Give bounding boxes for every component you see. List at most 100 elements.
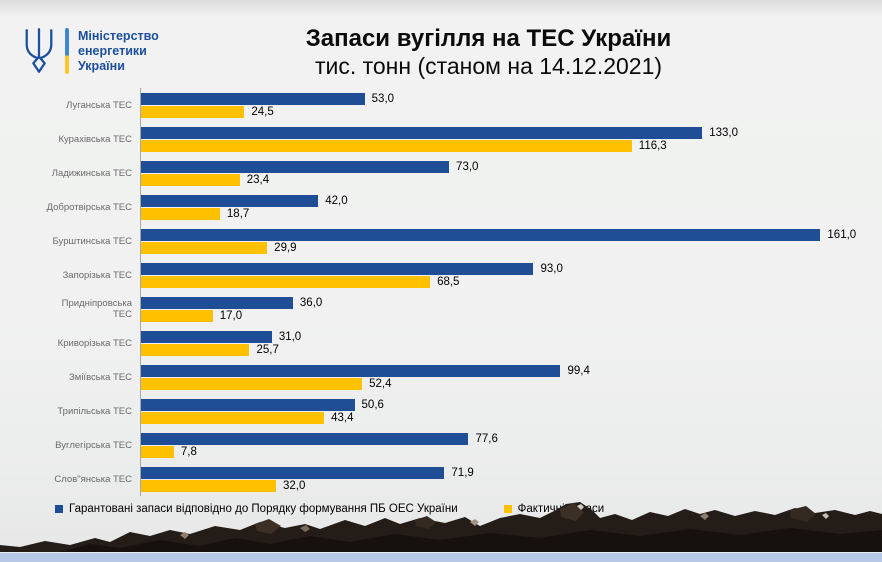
value-label: 71,9: [451, 466, 474, 479]
value-label: 161,0: [827, 228, 857, 241]
chart-title: Запаси вугілля на ТЕС України: [305, 25, 672, 52]
value-label: 7,8: [180, 445, 197, 458]
value-label: 77,6: [475, 432, 498, 445]
bar-line: 73,0: [141, 160, 882, 173]
bar-line: 23,4: [141, 173, 882, 186]
bar-line: 71,9: [141, 466, 882, 479]
legend-label: Гарантовані запаси відповідно до Порядку…: [69, 503, 458, 515]
bar-pair: 71,9 32,0: [140, 466, 882, 492]
chart-row: Бурштинська ТЕС 161,0 29,9: [0, 224, 882, 258]
chart-row: Вуглегірська ТЕС 77,6 7,8: [0, 428, 882, 462]
chart-row: Добротвірська ТЕС 42,0 18,7: [0, 190, 882, 224]
value-label: 43,4: [331, 411, 354, 424]
logo-divider: [65, 28, 69, 74]
trident-icon: [25, 28, 53, 73]
actual-bar: [141, 411, 325, 424]
chart-row: Придніпровська ТЕС 36,0 17,0: [0, 292, 882, 326]
value-label: 36,0: [299, 296, 323, 309]
category-label: Придніпровська ТЕС: [61, 298, 132, 320]
value-label: 68,5: [437, 275, 460, 288]
bar-pair: 53,0 24,5: [140, 92, 882, 118]
value-label: 18,7: [226, 207, 250, 220]
category-label: Трипільська ТЕС: [57, 405, 132, 417]
guaranteed-bar: [141, 194, 319, 207]
chart-row: Зміївська ТЕС 99,4 52,4: [0, 360, 882, 394]
value-label: 29,9: [274, 241, 297, 254]
guaranteed-bar: [141, 262, 534, 275]
guaranteed-bar: [141, 432, 469, 445]
actual-bar: [141, 445, 174, 458]
category-label: Луганська ТЕС: [66, 99, 132, 111]
bar-line: 116,3: [141, 139, 882, 152]
legend-swatch-yellow: [503, 505, 512, 513]
bar-chart: Луганська ТЕС 53,0 24,5 Курахівська ТЕС 133,…: [0, 88, 882, 496]
bar-line: 32,0: [141, 479, 882, 492]
guaranteed-bar: [141, 296, 293, 309]
bar-line: 18,7: [141, 207, 882, 220]
guaranteed-bar: [141, 466, 445, 479]
ministry-name-line: Міністерство: [78, 28, 159, 43]
category-label: Бурштинська ТЕС: [52, 235, 132, 247]
guaranteed-bar: [141, 126, 703, 139]
bar-line: 53,0: [141, 92, 882, 105]
chart-row: Криворізька ТЕС 31,0 25,7: [0, 326, 882, 360]
value-label: 42,0: [325, 194, 348, 207]
value-label: 25,7: [256, 343, 279, 356]
bar-line: 68,5: [141, 275, 882, 288]
ministry-name-line: енергетики: [78, 43, 147, 58]
bar-pair: 77,6 7,8: [140, 432, 882, 458]
chart-row: Слов"янська ТЕС 71,9 32,0: [0, 462, 882, 496]
actual-bar: [141, 173, 240, 186]
actual-bar: [141, 479, 277, 492]
bar-pair: 50,6 43,4: [140, 398, 882, 424]
bar-pair: 36,0 17,0: [140, 296, 882, 322]
value-label: 133,0: [709, 126, 739, 139]
guaranteed-bar: [141, 398, 355, 411]
bar-line: 7,8: [141, 445, 882, 458]
coal-photo: [0, 502, 882, 552]
value-label: 50,6: [361, 398, 384, 411]
chart-subtitle: тис. тонн (станом на 14.12.2021): [314, 53, 663, 79]
legend-item-guaranteed: Гарантовані запаси відповідно до Порядку…: [55, 503, 458, 515]
chart-row: Трипільська ТЕС 50,6 43,4: [0, 394, 882, 428]
guaranteed-bar: [141, 160, 450, 173]
bar-pair: 99,4 52,4: [140, 364, 882, 390]
actual-bar: [141, 309, 213, 322]
ministry-name-line: України: [78, 58, 125, 73]
bar-line: 43,4: [141, 411, 882, 424]
bar-line: 161,0: [141, 228, 882, 241]
value-label: 53,0: [371, 92, 395, 105]
category-label: Криворізька ТЕС: [57, 337, 132, 349]
value-label: 93,0: [540, 262, 563, 275]
bar-pair: 161,0 29,9: [140, 228, 882, 254]
guaranteed-bar: [141, 364, 561, 377]
value-label: 52,4: [369, 377, 392, 390]
chart-row: Ладижинська ТЕС 73,0 23,4: [0, 156, 882, 190]
bar-line: 24,5: [141, 105, 882, 118]
category-label: Зміївська ТЕС: [69, 371, 132, 383]
guaranteed-bar: [141, 92, 365, 105]
actual-bar: [141, 275, 431, 288]
chart-row: Луганська ТЕС 53,0 24,5: [0, 88, 882, 122]
category-label: Вуглегірська ТЕС: [55, 439, 132, 451]
chart-header: Запаси вугілля на ТЕС України тис. тонн …: [95, 25, 882, 80]
chart-row: Запорізька ТЕС 93,0 68,5: [0, 258, 882, 292]
actual-bar: [141, 139, 632, 152]
bar-pair: 133,0 116,3: [140, 126, 882, 152]
bar-line: 31,0: [141, 330, 882, 343]
ministry-logo: Міністерство енергетики України: [22, 27, 159, 75]
bar-pair: 42,0 18,7: [140, 194, 882, 220]
value-label: 17,0: [219, 309, 243, 322]
bar-line: 42,0: [141, 194, 882, 207]
category-label: Курахівська ТЕС: [58, 133, 132, 145]
category-label: Слов"янська ТЕС: [54, 473, 132, 485]
actual-bar: [141, 377, 363, 390]
category-label: Добротвірська ТЕС: [46, 201, 132, 213]
value-label: 99,4: [567, 364, 590, 377]
value-label: 23,4: [246, 173, 270, 186]
bar-line: 25,7: [141, 343, 882, 356]
value-label: 24,5: [251, 105, 274, 118]
bar-pair: 73,0 23,4: [140, 160, 882, 186]
ministry-name: Міністерство енергетики України: [78, 29, 159, 74]
